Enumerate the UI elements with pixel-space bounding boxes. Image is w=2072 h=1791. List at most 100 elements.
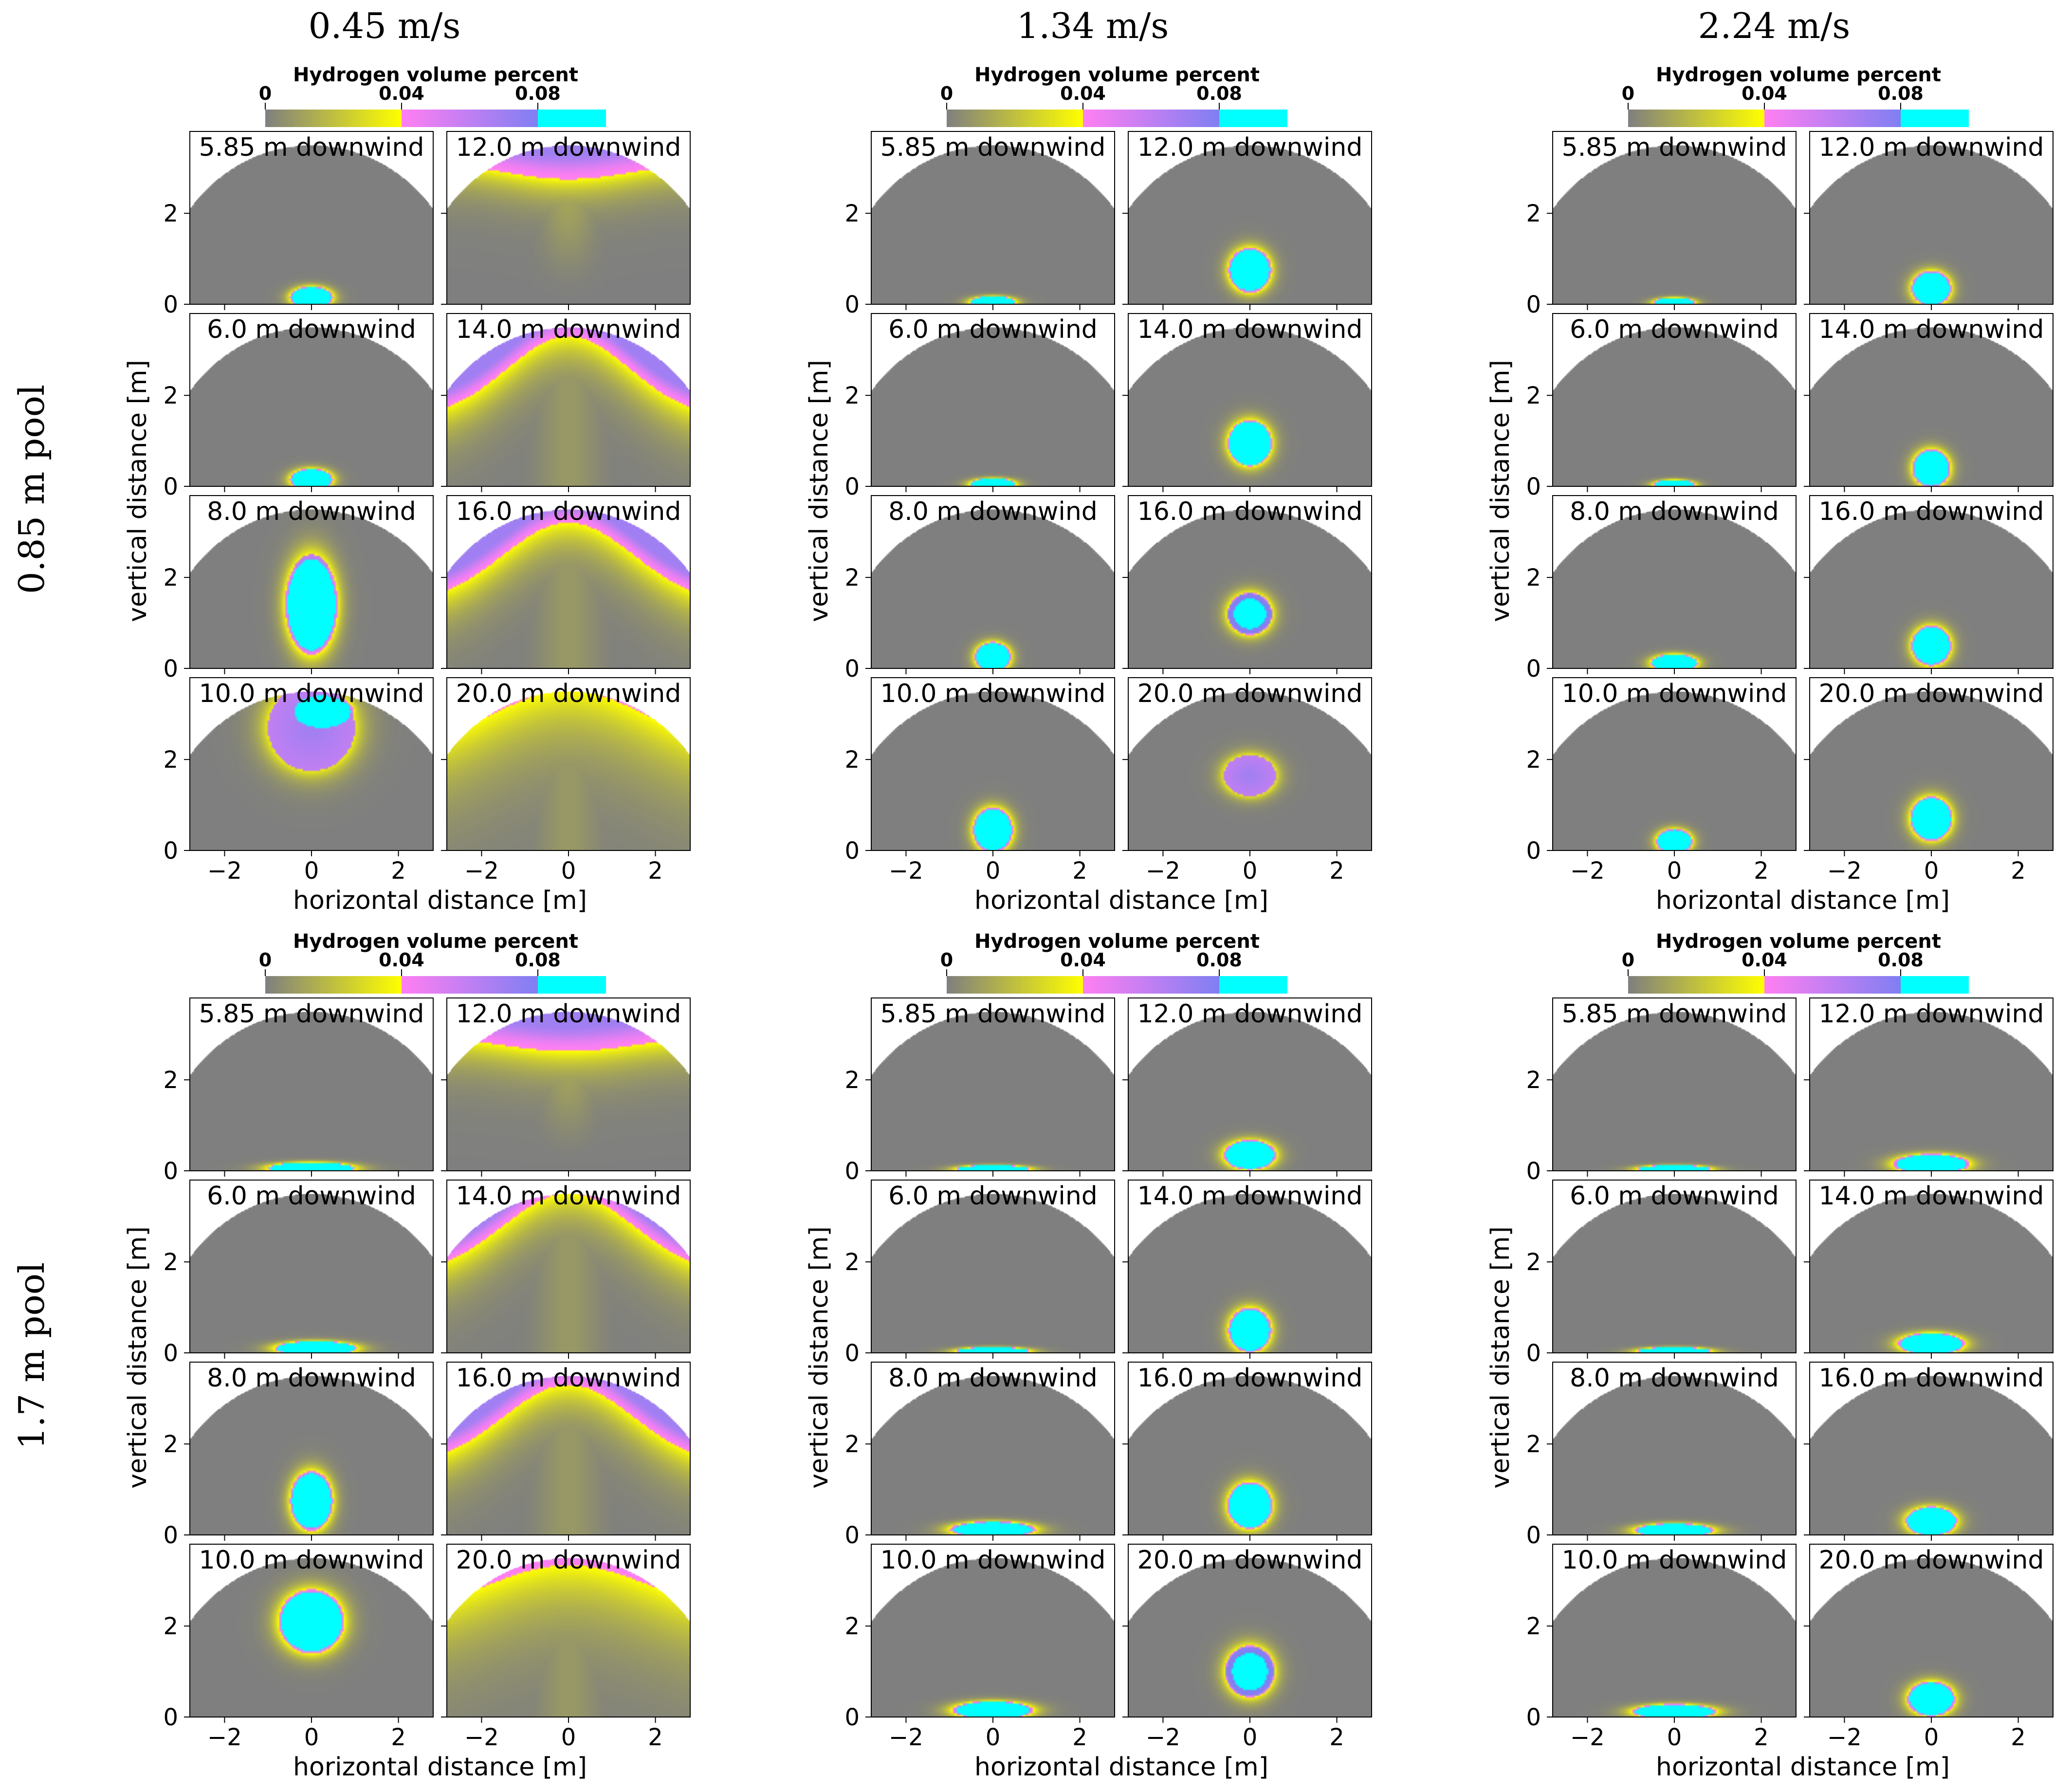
x-tick-label: 2 xyxy=(1072,857,1087,885)
y-tick-label: 0 xyxy=(1526,1704,1541,1731)
downwind-label: 8.0 m downwind xyxy=(1570,497,1779,526)
y-tick-label: 2 xyxy=(844,1249,860,1276)
downwind-label: 5.85 m downwind xyxy=(1562,133,1787,162)
x-tick-label: 0 xyxy=(1667,1724,1682,1751)
downwind-label: 10.0 m downwind xyxy=(880,1546,1106,1575)
y-tick-label: 2 xyxy=(1526,564,1541,591)
colorbar-tick-label: 0.04 xyxy=(379,949,424,971)
y-tick-label: 0 xyxy=(163,473,178,500)
downwind-label: 14.0 m downwind xyxy=(456,315,681,344)
y-tick-label: 0 xyxy=(1526,1340,1541,1367)
downwind-panel: 8.0 m downwind 0 2 xyxy=(1526,495,1797,683)
downwind-label: 14.0 m downwind xyxy=(1819,1182,2044,1211)
concentration-heatmap xyxy=(1553,691,1796,850)
downwind-panel: 14.0 m downwind xyxy=(1122,1180,1372,1359)
x-tick-label: 0 xyxy=(304,1724,319,1751)
concentration-heatmap xyxy=(1128,1376,1372,1535)
x-tick-label: −2 xyxy=(1570,857,1605,885)
downwind-label: 16.0 m downwind xyxy=(456,497,681,526)
downwind-label: 8.0 m downwind xyxy=(207,497,416,526)
x-tick-label: −2 xyxy=(464,1724,499,1751)
downwind-panel: 6.0 m downwind 0 2 xyxy=(163,313,434,500)
y-tick-label: 0 xyxy=(163,291,178,318)
y-tick-label: 2 xyxy=(163,382,178,409)
y-tick-label: 0 xyxy=(844,1522,860,1549)
colorbar-segment xyxy=(947,976,1083,994)
y-tick-label: 0 xyxy=(163,1522,178,1549)
x-tick-label: 0 xyxy=(1924,1724,1939,1751)
x-tick-label: −2 xyxy=(1827,1724,1862,1751)
y-tick-label: 0 xyxy=(844,655,860,683)
y-tick-label: 2 xyxy=(844,1613,860,1640)
x-tick-label: 2 xyxy=(1754,1724,1769,1751)
downwind-panel: 12.0 m downwind xyxy=(1122,997,1372,1177)
concentration-heatmap xyxy=(1128,1012,1372,1171)
downwind-label: 12.0 m downwind xyxy=(1137,133,1363,162)
concentration-heatmap xyxy=(1810,327,2053,486)
downwind-panel: 10.0 m downwind 0 2 −2 0 2 xyxy=(163,677,434,885)
downwind-label: 20.0 m downwind xyxy=(456,1546,681,1575)
concentration-heatmap xyxy=(1810,1558,2053,1717)
plot-block: Hydrogen volume percent 0 0.04 0.08 5.85 m d… xyxy=(1486,930,2054,1782)
colorbar-tick-label: 0.04 xyxy=(379,83,424,104)
concentration-heatmap xyxy=(190,1376,433,1535)
concentration-heatmap xyxy=(1128,1194,1372,1353)
colorbar-segment xyxy=(538,976,606,994)
downwind-panel: 6.0 m downwind 0 2 xyxy=(163,1180,434,1367)
x-tick-label: 0 xyxy=(1924,857,1939,885)
concentration-heatmap xyxy=(871,1558,1115,1717)
concentration-heatmap xyxy=(871,1194,1115,1353)
downwind-label: 6.0 m downwind xyxy=(888,1182,1098,1211)
colorbar-segment xyxy=(1764,110,1901,127)
downwind-panel: 8.0 m downwind 0 2 xyxy=(844,495,1115,683)
colorbar-title: Hydrogen volume percent xyxy=(974,64,1260,86)
x-tick-label: −2 xyxy=(464,857,499,885)
colorbar-tick-label: 0.08 xyxy=(1196,949,1242,971)
colorbar-tick-label: 0 xyxy=(259,83,272,104)
downwind-panel: 12.0 m downwind xyxy=(441,131,691,310)
colorbar-segment xyxy=(947,110,1083,127)
downwind-panel: 12.0 m downwind xyxy=(441,997,691,1177)
concentration-heatmap xyxy=(871,691,1115,850)
y-tick-label: 0 xyxy=(163,655,178,683)
downwind-panel: 5.85 m downwind 0 2 xyxy=(1526,997,1797,1185)
downwind-panel: 10.0 m downwind 0 2 −2 0 2 xyxy=(844,1544,1115,1751)
downwind-panel: 16.0 m downwind xyxy=(1804,495,2054,674)
y-tick-label: 2 xyxy=(163,1249,178,1276)
concentration-heatmap xyxy=(871,327,1115,486)
downwind-label: 8.0 m downwind xyxy=(888,1364,1098,1393)
x-tick-label: 2 xyxy=(391,1724,406,1751)
downwind-panel: 6.0 m downwind 0 2 xyxy=(1526,1180,1797,1367)
colorbar: Hydrogen volume percent 0 0.04 0.08 xyxy=(259,930,606,994)
y-tick-label: 0 xyxy=(844,1704,860,1731)
colorbar-tick-label: 0 xyxy=(1622,83,1634,104)
concentration-heatmap xyxy=(1810,1194,2053,1353)
colorbar-segment xyxy=(1083,976,1219,994)
wind-speed-title: 1.34 m/s xyxy=(1017,5,1169,46)
downwind-label: 12.0 m downwind xyxy=(456,133,681,162)
x-tick-label: −2 xyxy=(1146,857,1180,885)
downwind-label: 6.0 m downwind xyxy=(1570,315,1779,344)
y-tick-label: 2 xyxy=(1526,1249,1541,1276)
downwind-panel: 12.0 m downwind xyxy=(1122,131,1372,310)
colorbar-tick-label: 0.08 xyxy=(1878,83,1924,104)
concentration-heatmap xyxy=(1553,1194,1796,1353)
concentration-heatmap xyxy=(447,691,690,850)
downwind-label: 6.0 m downwind xyxy=(888,315,1098,344)
colorbar-segment xyxy=(538,110,606,127)
x-axis-label: horizontal distance [m] xyxy=(974,886,1268,915)
colorbar-tick-label: 0.04 xyxy=(1742,83,1787,104)
pool-size-title: 0.85 m pool xyxy=(11,385,52,594)
plot-blocks: Hydrogen volume percent 0 0.04 0.08 5.85 m d… xyxy=(123,64,2054,1782)
colorbar-segment xyxy=(1219,110,1287,127)
y-tick-label: 0 xyxy=(163,837,178,865)
concentration-heatmap xyxy=(190,1012,433,1171)
x-tick-label: 0 xyxy=(561,1724,576,1751)
y-tick-label: 2 xyxy=(163,1613,178,1640)
y-tick-label: 2 xyxy=(844,746,860,774)
wind-speed-title: 0.45 m/s xyxy=(309,5,461,46)
concentration-heatmap xyxy=(190,1558,433,1717)
colorbar-tick-label: 0.04 xyxy=(1060,83,1106,104)
downwind-panel: 20.0 m downwind −2 0 2 xyxy=(1122,677,1372,885)
